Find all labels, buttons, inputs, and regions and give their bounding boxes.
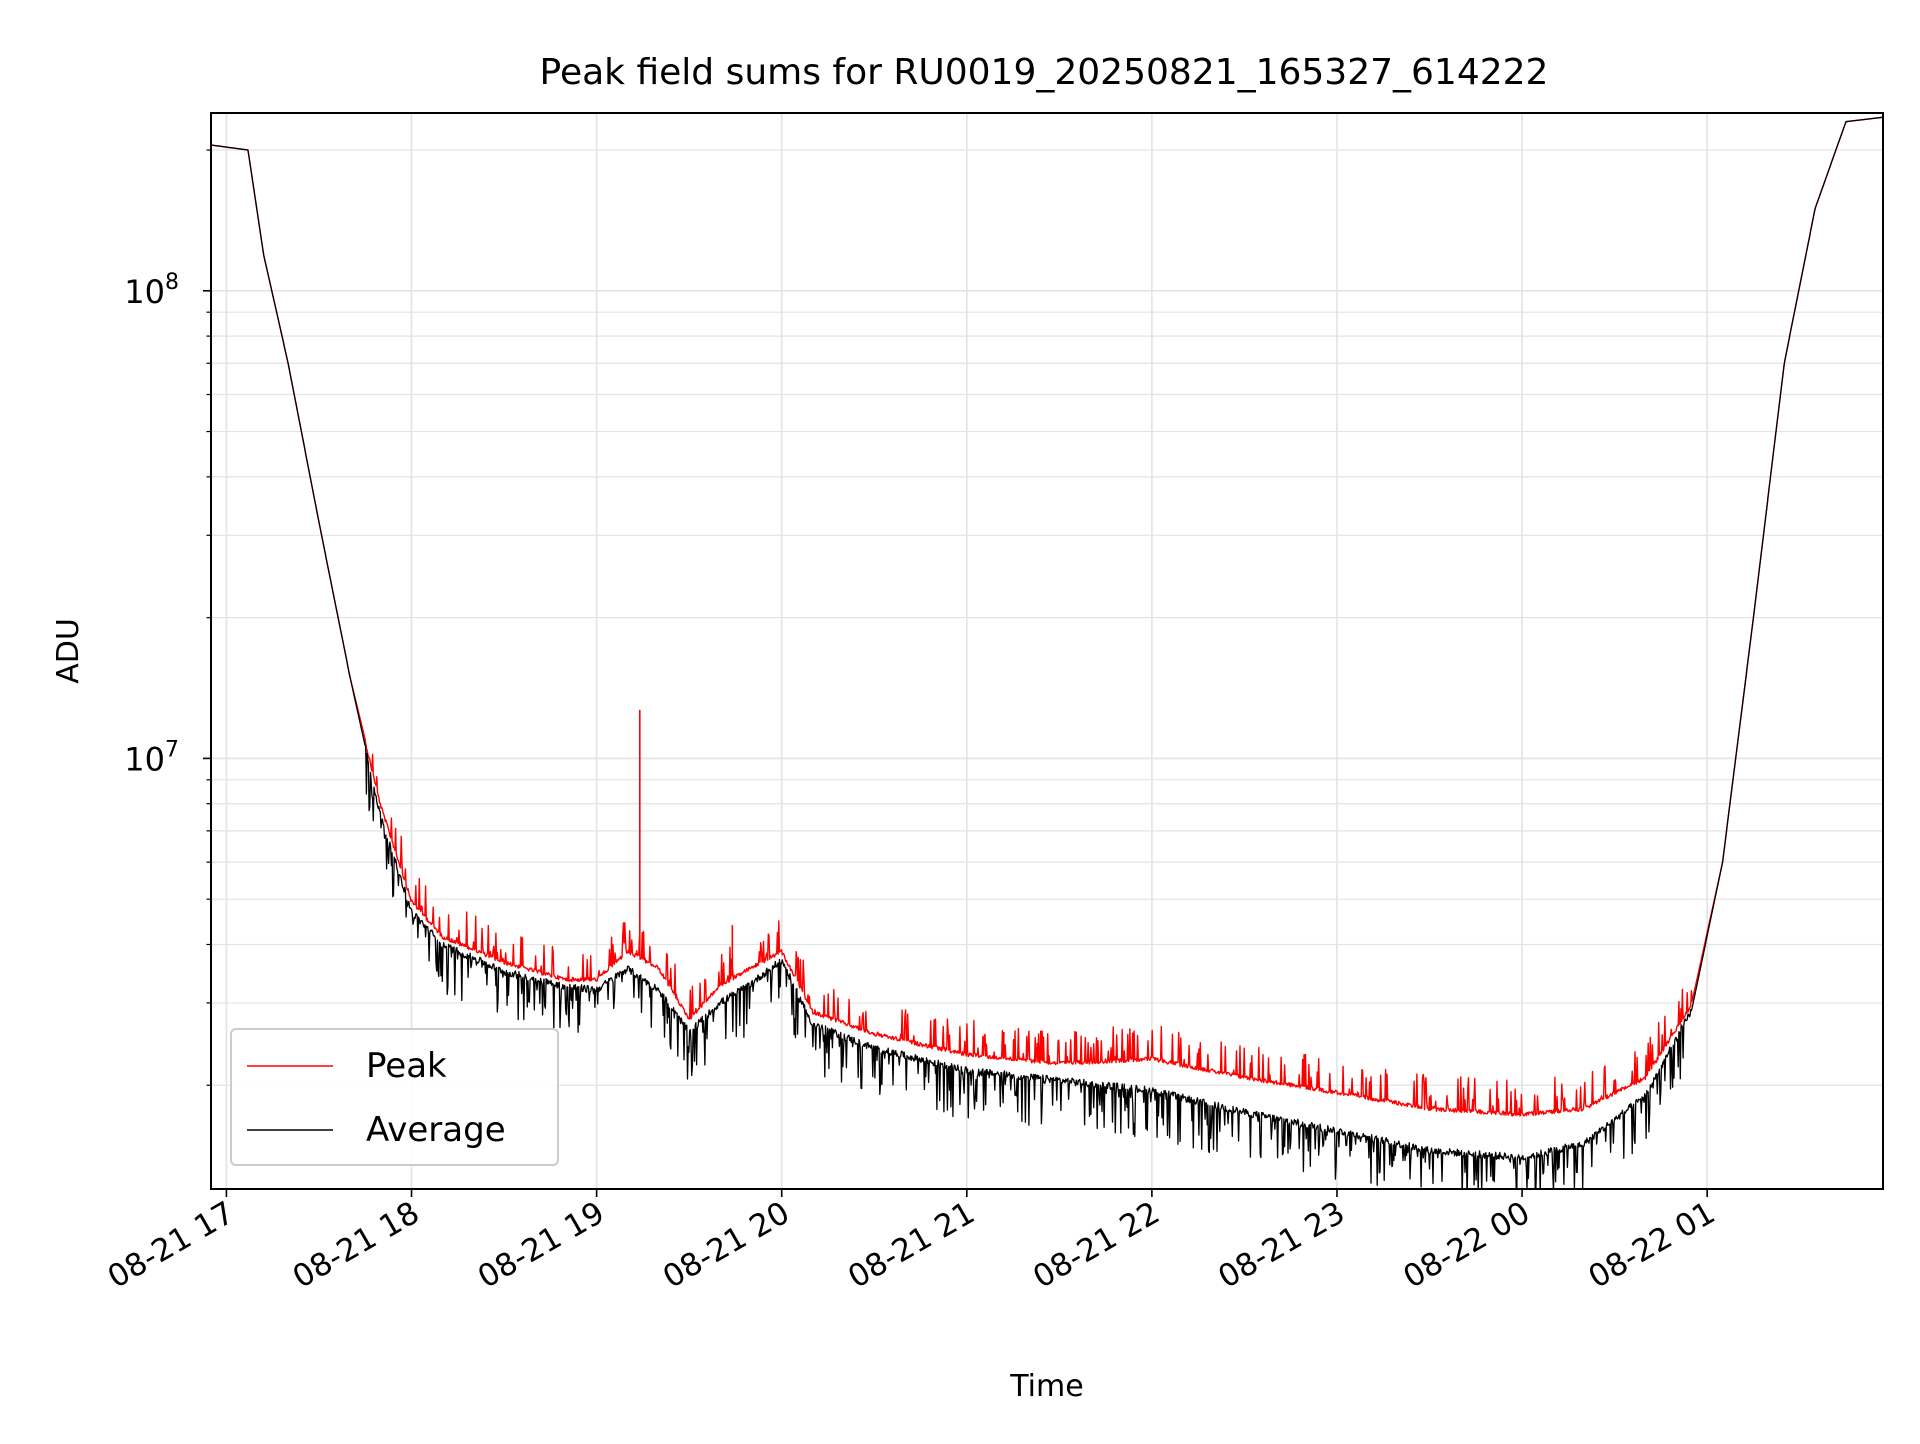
y-tick-base: 10	[124, 740, 165, 778]
y-tick-label: 108	[124, 270, 179, 311]
y-tick-base: 10	[124, 273, 165, 311]
y-tick-label: 107	[124, 737, 179, 778]
legend-label-average: Average	[366, 1110, 506, 1150]
chart-title: Peak field sums for RU0019_20250821_1653…	[540, 52, 1549, 93]
legend-box	[230, 1028, 559, 1166]
y-tick-exponent: 8	[165, 270, 179, 295]
y-axis-label: ADU	[51, 618, 86, 684]
plot-frame	[210, 112, 1884, 1190]
series-line-peak	[211, 116, 1883, 1117]
y-tick-exponent: 7	[165, 737, 179, 762]
series-layer	[211, 116, 1883, 1189]
grid-layer	[211, 113, 1883, 1189]
series-line-average	[211, 116, 1883, 1189]
legend: Peak Average	[230, 1028, 559, 1166]
x-axis-label: Time	[1009, 1369, 1083, 1404]
legend-label-peak: Peak	[366, 1046, 447, 1086]
